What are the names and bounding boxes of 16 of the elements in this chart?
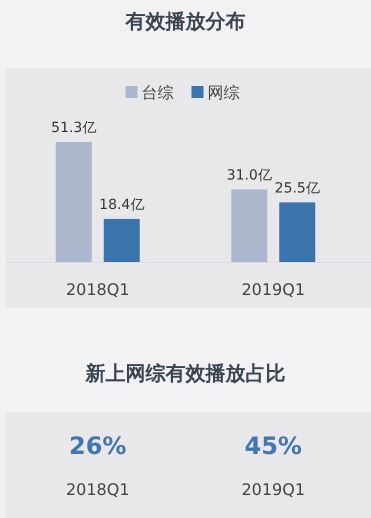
- text: 新上网综有效播放占比: [84, 361, 286, 385]
- bar: [279, 202, 316, 262]
- data-label: 25.5亿: [274, 180, 320, 196]
- data-label: 51.3亿: [51, 120, 96, 136]
- data-label: 18.4亿: [99, 196, 144, 213]
- category-label: 2019Q1: [242, 480, 305, 499]
- legend-label: 台综: [142, 83, 174, 102]
- chart-title: 有效播放分布: [124, 9, 246, 33]
- text: 26%: [69, 432, 126, 460]
- bar: [104, 218, 140, 262]
- bar: [56, 142, 92, 262]
- category-label: 2018Q1: [66, 480, 130, 499]
- legend-label: 网综: [208, 83, 240, 102]
- bar: [231, 189, 268, 262]
- data-label: 31.0亿: [226, 167, 272, 184]
- text: 45%: [244, 432, 302, 460]
